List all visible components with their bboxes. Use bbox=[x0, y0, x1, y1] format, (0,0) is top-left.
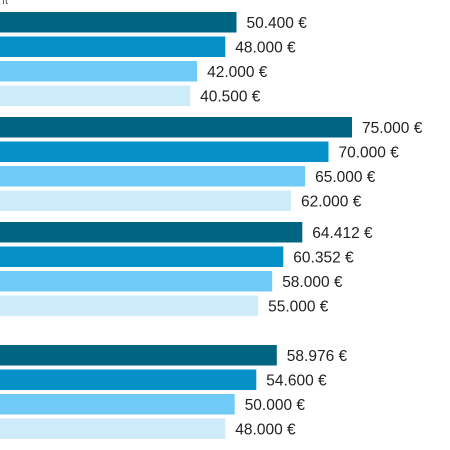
bar-group-1: 50.400 € 48.000 € 42.000 € 40.500 € bbox=[0, 12, 307, 106]
bar-1-4 bbox=[0, 85, 191, 106]
bar-4-4 bbox=[0, 418, 226, 439]
bar-value-label: 58.000 € bbox=[282, 274, 343, 291]
bar-group-2: 75.000 € 70.000 € 65.000 € 62.000 € bbox=[0, 117, 423, 211]
bar-value-label: 55.000 € bbox=[268, 298, 329, 315]
bar-value-label: 48.000 € bbox=[235, 421, 296, 438]
bar-4-1 bbox=[0, 345, 277, 366]
bar-value-label: 62.000 € bbox=[301, 193, 362, 210]
bar-3-3 bbox=[0, 271, 273, 292]
bar-2-4 bbox=[0, 190, 291, 211]
cropped-header-text: ıt bbox=[2, 0, 8, 7]
bar-value-label: 75.000 € bbox=[362, 120, 423, 137]
bar-group-3: 64.412 € 60.352 € 58.000 € 55.000 € bbox=[0, 222, 373, 316]
bar-4-3 bbox=[0, 394, 235, 415]
bar-group-4: 58.976 € 54.600 € 50.000 € 48.000 € bbox=[0, 345, 348, 439]
bar-value-label: 54.600 € bbox=[266, 372, 327, 389]
bar-value-label: 58.976 € bbox=[287, 348, 348, 365]
bar-1-1 bbox=[0, 12, 237, 33]
bar-value-label: 42.000 € bbox=[207, 64, 268, 81]
bars-layer: 50.400 € 48.000 € 42.000 € 40.500 € 75.000 €… bbox=[0, 12, 423, 439]
bar-4-2 bbox=[0, 369, 257, 390]
bar-value-label: 70.000 € bbox=[339, 144, 400, 161]
bar-value-label: 40.500 € bbox=[200, 88, 261, 105]
bar-2-1 bbox=[0, 117, 352, 138]
bar-3-4 bbox=[0, 295, 259, 316]
bar-2-3 bbox=[0, 166, 306, 187]
bar-value-label: 50.400 € bbox=[247, 15, 308, 32]
bar-value-label: 50.000 € bbox=[245, 397, 306, 414]
bar-value-label: 65.000 € bbox=[315, 169, 376, 186]
bar-2-2 bbox=[0, 141, 329, 162]
bar-value-label: 64.412 € bbox=[312, 225, 373, 242]
bar-1-2 bbox=[0, 36, 226, 57]
bar-3-2 bbox=[0, 246, 284, 267]
bar-value-label: 60.352 € bbox=[293, 249, 354, 266]
bar-1-3 bbox=[0, 61, 198, 82]
bar-3-1 bbox=[0, 222, 303, 243]
bar-value-label: 48.000 € bbox=[235, 39, 296, 56]
